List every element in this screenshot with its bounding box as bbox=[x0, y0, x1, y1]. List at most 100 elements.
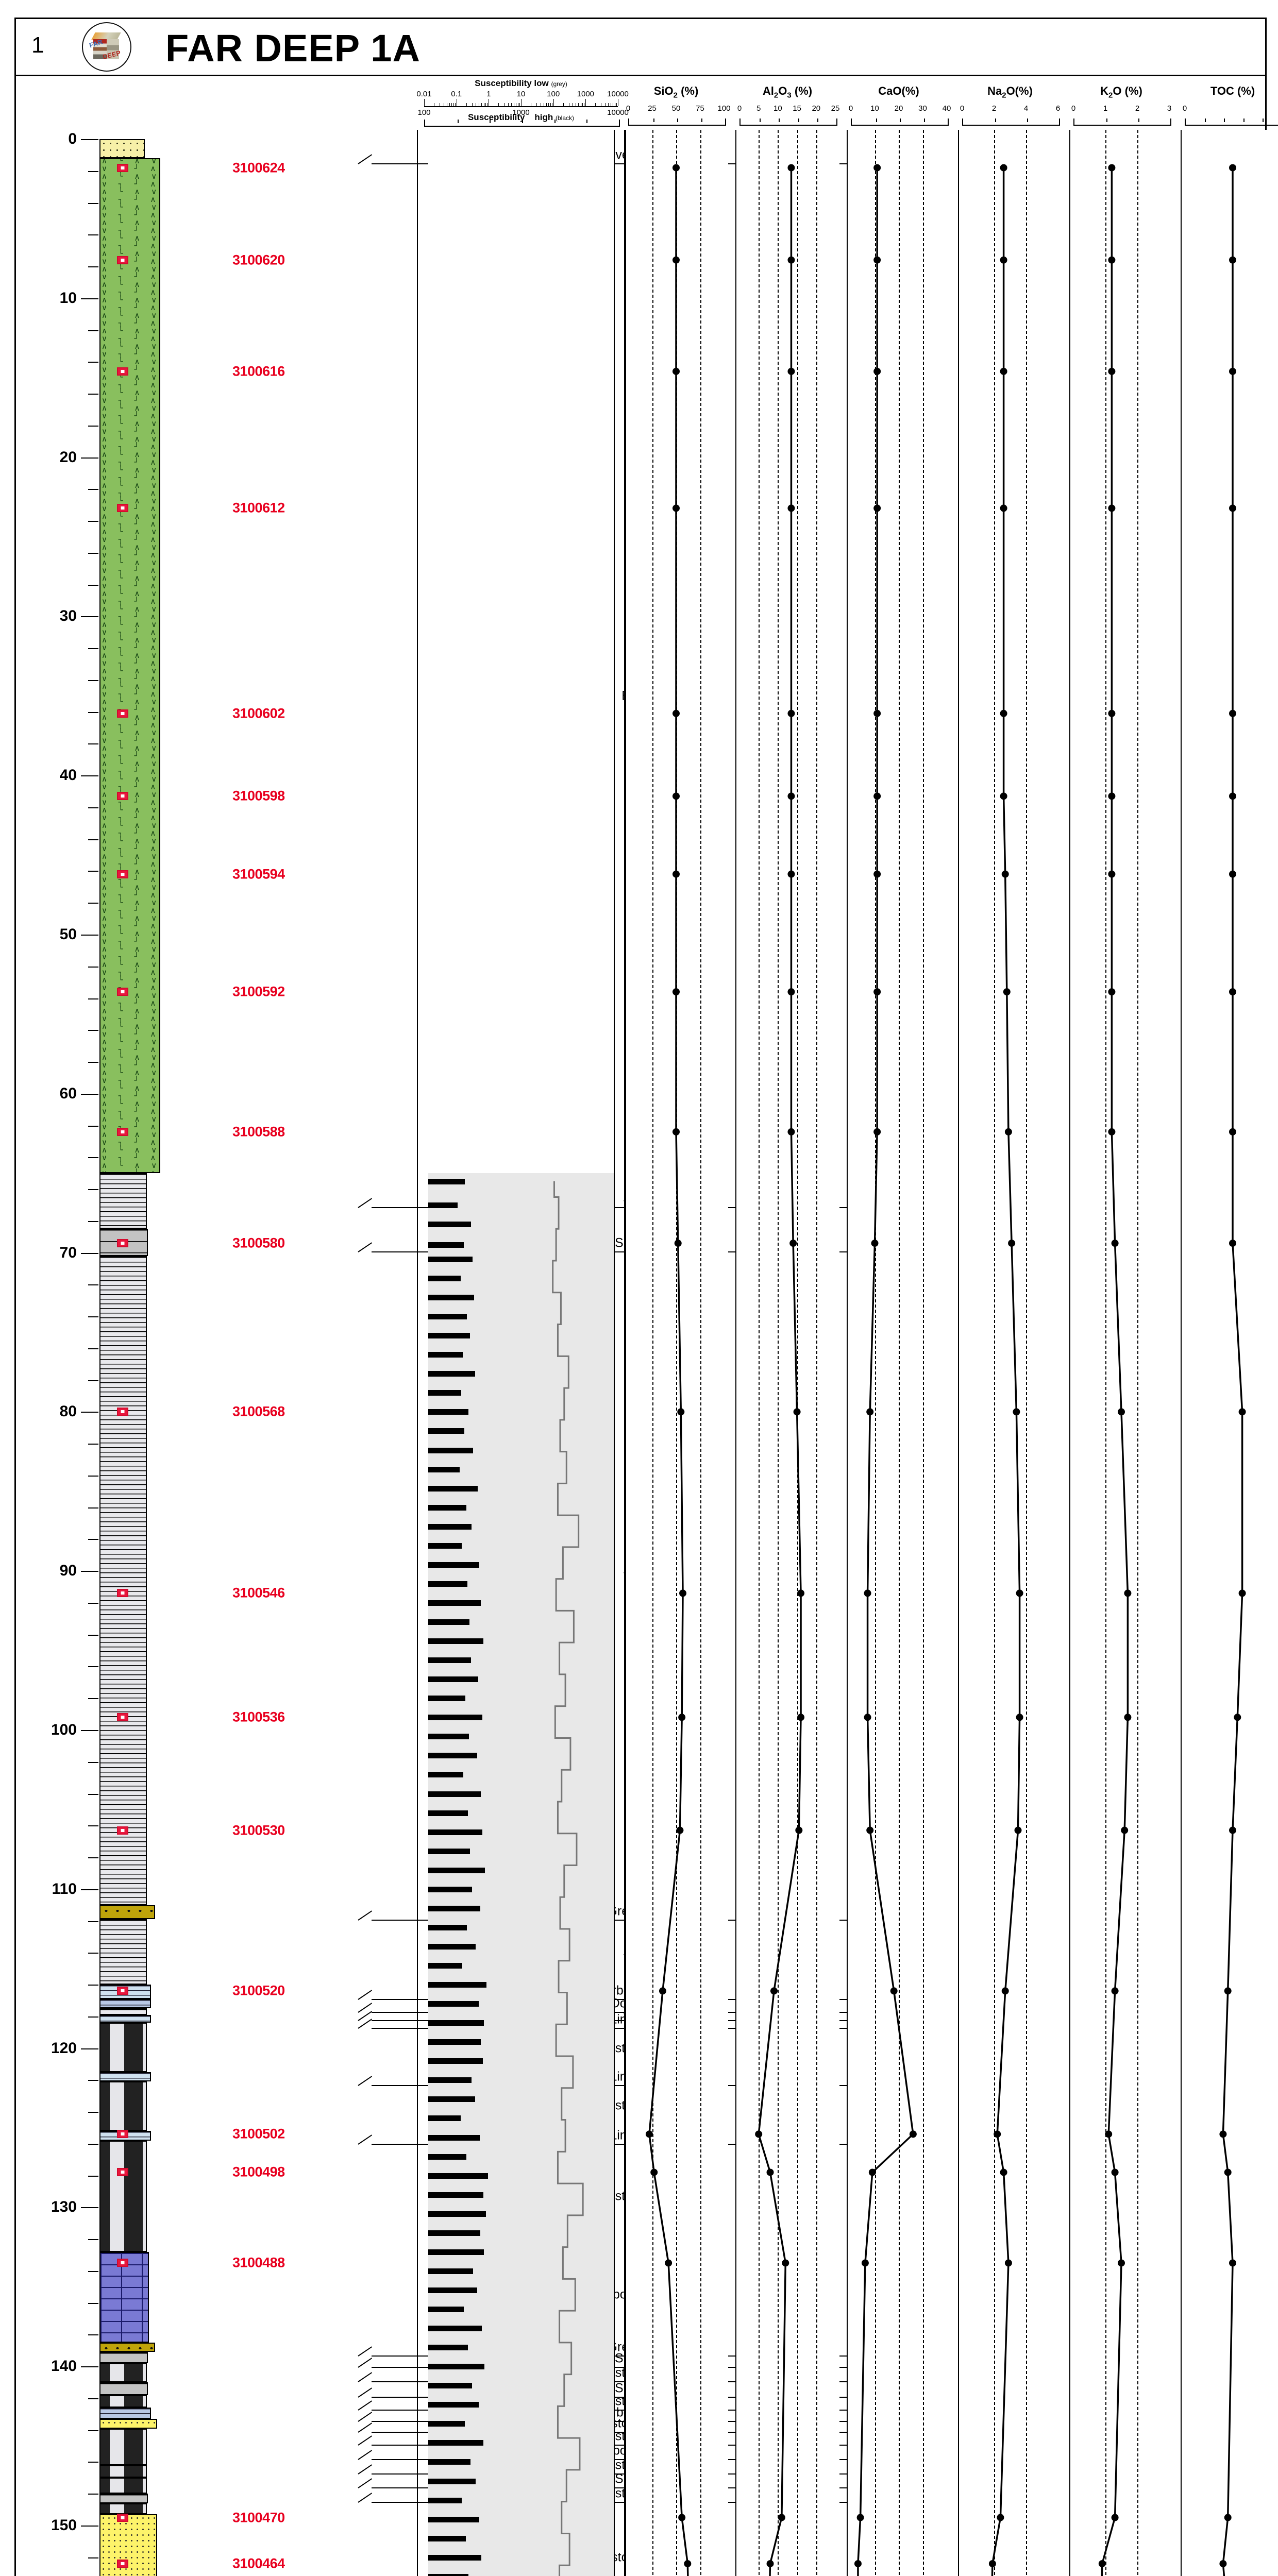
susceptibility-bar bbox=[428, 1523, 472, 1530]
gridline bbox=[652, 130, 653, 2576]
gridline bbox=[899, 130, 900, 2576]
susceptibility-bottom-ticklabels: 100 1000 10000 bbox=[417, 108, 629, 117]
susceptibility-bar bbox=[428, 2230, 481, 2236]
depth-tick-minor bbox=[88, 1189, 98, 1191]
depth-tick-major bbox=[81, 2526, 98, 2527]
sample-marker[interactable] bbox=[117, 1713, 128, 1722]
depth-label: 50 bbox=[59, 926, 77, 943]
sample-number: 3100470 bbox=[232, 2510, 285, 2526]
depth-tick-minor bbox=[88, 584, 98, 586]
depth-tick-minor bbox=[88, 2112, 98, 2113]
sample-marker[interactable] bbox=[117, 2259, 128, 2267]
susceptibility-bar bbox=[428, 2326, 482, 2332]
susceptibility-low-curve bbox=[552, 1181, 584, 2576]
sample-marker[interactable] bbox=[117, 2560, 128, 2568]
depth-tick-minor bbox=[88, 552, 98, 554]
geochem-track-Na2O bbox=[958, 130, 1062, 2576]
sample-number: 3100546 bbox=[232, 1585, 285, 1601]
sample-number: 3100592 bbox=[232, 984, 285, 999]
depth-tick-major bbox=[81, 1412, 98, 1413]
lithology-bed bbox=[99, 2408, 151, 2419]
susceptibility-bar bbox=[428, 1867, 485, 1873]
depth-tick-major bbox=[81, 1093, 98, 1095]
depth-tick-minor bbox=[88, 871, 98, 872]
susceptibility-bar bbox=[428, 1202, 458, 1208]
susceptibility-bar bbox=[428, 1715, 482, 1721]
susceptibility-legend: Susceptibility low (grey) 0.01 0.1 1 10 100 10… bbox=[413, 76, 629, 130]
sample-marker[interactable] bbox=[117, 367, 128, 376]
panel-separator-1 bbox=[625, 130, 626, 2576]
susceptibility-bar bbox=[428, 1371, 476, 1377]
depth-tick-minor bbox=[88, 2239, 98, 2241]
sample-marker[interactable] bbox=[117, 2513, 128, 2522]
depth-tick-minor bbox=[88, 1157, 98, 1159]
depth-label: 140 bbox=[51, 2358, 77, 2375]
depth-tick-minor bbox=[88, 680, 98, 681]
susceptibility-bar bbox=[428, 1619, 470, 1625]
susceptibility-bar bbox=[428, 2268, 473, 2274]
depth-tick-minor bbox=[88, 807, 98, 808]
sample-marker[interactable] bbox=[117, 2168, 128, 2177]
sample-marker[interactable] bbox=[117, 792, 128, 801]
depth-tick-major bbox=[81, 1252, 98, 1254]
sample-marker[interactable] bbox=[117, 504, 128, 513]
sample-marker[interactable] bbox=[117, 1127, 128, 1136]
sample-marker[interactable] bbox=[117, 870, 128, 878]
track-separator bbox=[624, 130, 625, 2576]
susceptibility-bar bbox=[428, 2192, 484, 2198]
depth-tick-minor bbox=[88, 903, 98, 904]
susceptibility-bar bbox=[428, 2154, 466, 2160]
depth-tick-major bbox=[81, 298, 98, 299]
susceptibility-bar bbox=[428, 1428, 465, 1434]
depth-tick-major bbox=[81, 935, 98, 936]
sample-marker[interactable] bbox=[117, 163, 128, 172]
sample-number: 3100616 bbox=[232, 363, 285, 379]
lithology-bed bbox=[99, 1229, 148, 1256]
scale-legend-bar: Susceptibility low (grey) 0.01 0.1 1 10 100 10… bbox=[14, 76, 1278, 131]
sample-marker[interactable] bbox=[117, 1589, 128, 1598]
susceptibility-bar bbox=[428, 2307, 464, 2313]
geochem-track-K2O bbox=[1069, 130, 1173, 2576]
susceptibility-bar bbox=[428, 2345, 468, 2351]
label-leader-hook bbox=[358, 2435, 373, 2446]
susceptibility-bar bbox=[428, 1352, 463, 1358]
label-leader-hook bbox=[358, 2422, 373, 2433]
geochem-axis-SiO2 bbox=[628, 118, 726, 126]
title-bar: 1 FAR DEEP FAR DEEP 1A bbox=[14, 18, 1267, 76]
susceptibility-bar bbox=[428, 2249, 484, 2255]
lithology-bed bbox=[99, 2478, 147, 2494]
lithology-bed bbox=[99, 2342, 155, 2352]
geochem-curve-K2O bbox=[1098, 164, 1132, 2576]
sample-number: 3100620 bbox=[232, 252, 285, 268]
depth-tick-minor bbox=[88, 648, 98, 650]
sample-marker[interactable] bbox=[117, 256, 128, 264]
label-leader-hook bbox=[358, 2019, 373, 2029]
lithology-bed bbox=[99, 2465, 147, 2478]
sample-marker[interactable] bbox=[117, 709, 128, 718]
lithology-bed bbox=[99, 2514, 157, 2576]
sample-marker[interactable] bbox=[117, 1408, 128, 1416]
susceptibility-bar bbox=[428, 2134, 480, 2141]
label-leader-hook bbox=[358, 2358, 373, 2368]
depth-label: 20 bbox=[59, 448, 77, 466]
label-leader-hook bbox=[358, 154, 373, 164]
lithology-bed bbox=[99, 2014, 151, 2023]
sample-marker[interactable] bbox=[117, 1239, 128, 1248]
susceptibility-bar bbox=[428, 2421, 465, 2427]
sample-marker[interactable] bbox=[117, 1987, 128, 1995]
geochem-header-SiO2: SiO2 (%) 0 25 50 75 100 bbox=[624, 76, 731, 130]
depth-tick-minor bbox=[88, 2270, 98, 2272]
sample-marker[interactable] bbox=[117, 988, 128, 996]
lithology-bed bbox=[99, 2352, 148, 2364]
lithology-bed bbox=[99, 1919, 147, 1985]
sample-marker[interactable] bbox=[117, 1826, 128, 1835]
page-title: FAR DEEP 1A bbox=[165, 27, 421, 70]
geochem-title-Na2O: Na2O(%) bbox=[987, 84, 1033, 100]
depth-label: 80 bbox=[59, 1403, 77, 1420]
sample-marker[interactable] bbox=[117, 2130, 128, 2139]
geochem-axis-TOC bbox=[1185, 118, 1278, 126]
depth-tick-minor bbox=[88, 711, 98, 713]
